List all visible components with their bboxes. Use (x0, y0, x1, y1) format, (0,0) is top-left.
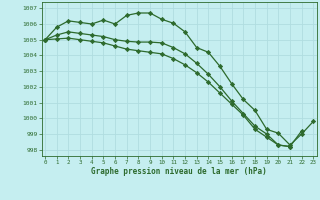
X-axis label: Graphe pression niveau de la mer (hPa): Graphe pression niveau de la mer (hPa) (91, 167, 267, 176)
